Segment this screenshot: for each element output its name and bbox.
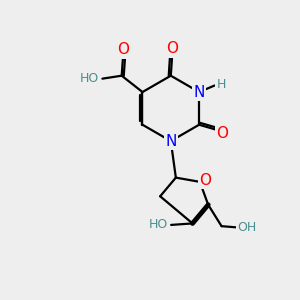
Text: O: O bbox=[117, 42, 129, 57]
Text: O: O bbox=[166, 41, 178, 56]
Text: N: N bbox=[165, 134, 176, 148]
Text: O: O bbox=[216, 126, 228, 141]
Text: N: N bbox=[194, 85, 205, 100]
Text: OH: OH bbox=[237, 221, 256, 234]
Text: HO: HO bbox=[149, 218, 168, 231]
Text: H: H bbox=[216, 77, 226, 91]
Text: O: O bbox=[199, 173, 211, 188]
Text: HO: HO bbox=[80, 72, 99, 85]
